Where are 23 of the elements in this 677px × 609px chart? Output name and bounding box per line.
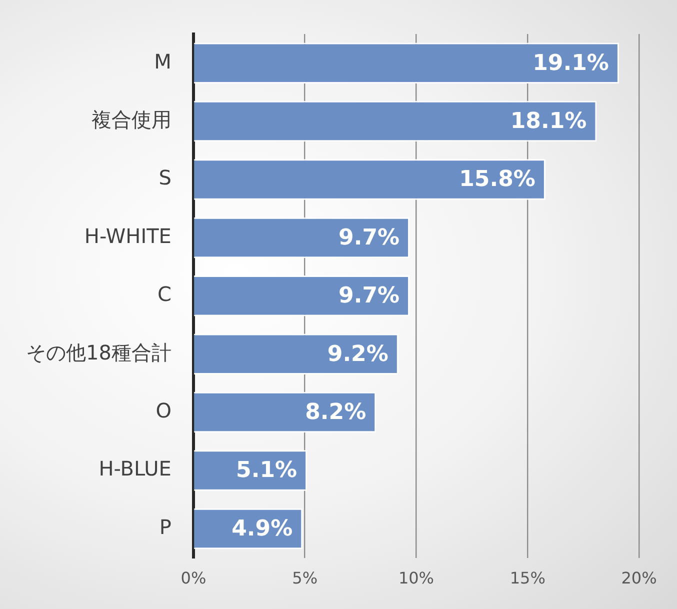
y-tick-label: 複合使用 bbox=[91, 108, 172, 132]
data-label: 5.1% bbox=[236, 458, 298, 484]
data-label: 9.7% bbox=[338, 284, 400, 309]
x-tick-label: 5% bbox=[292, 568, 318, 588]
data-label: 9.2% bbox=[327, 342, 388, 367]
data-label: 8.2% bbox=[305, 400, 366, 426]
y-tick-label: C bbox=[157, 282, 172, 306]
y-tick-label: H-BLUE bbox=[98, 456, 172, 481]
data-label: 4.9% bbox=[232, 516, 293, 542]
x-tick-label: 0% bbox=[180, 568, 206, 588]
data-label: 9.7% bbox=[338, 225, 400, 250]
x-tick-label: 10% bbox=[398, 568, 434, 588]
y-tick-label: その他18種合計 bbox=[26, 340, 172, 364]
x-tick-label: 20% bbox=[621, 568, 657, 588]
y-tick-label: S bbox=[158, 166, 172, 190]
y-tick-label: H-WHITE bbox=[84, 224, 172, 248]
data-label: 18.1% bbox=[510, 109, 587, 134]
x-tick-label: 15% bbox=[510, 568, 546, 588]
y-tick-label: O bbox=[156, 398, 172, 423]
y-tick-label: M bbox=[154, 49, 172, 74]
y-tick-label: P bbox=[159, 514, 172, 539]
data-label: 15.8% bbox=[459, 167, 536, 192]
data-label: 19.1% bbox=[532, 50, 609, 76]
